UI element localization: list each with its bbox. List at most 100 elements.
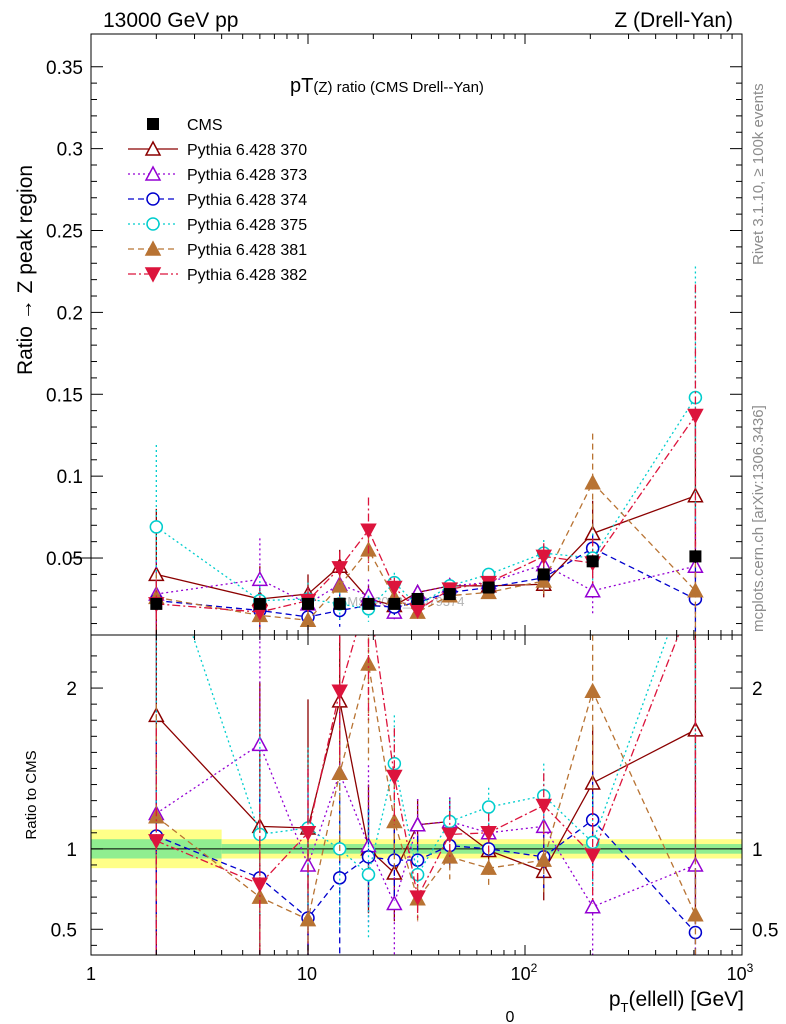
main-data-point bbox=[302, 597, 314, 610]
main-title-rest: (Z) ratio (CMS Drell--Yan) bbox=[313, 79, 484, 96]
header-right: Z (Drell-Yan) bbox=[614, 9, 733, 32]
main-mc2-point bbox=[251, 570, 269, 587]
legend-label: CMS bbox=[187, 117, 223, 134]
main-ytick-label: 0.2 bbox=[57, 303, 83, 324]
xlabel-p: p bbox=[609, 988, 621, 1011]
ratio-mc4-line bbox=[191, 635, 669, 877]
ratio-mc6-point bbox=[148, 834, 165, 850]
ratio-mc6-point bbox=[409, 890, 426, 906]
main-ytick-label: 0.35 bbox=[46, 58, 83, 79]
legend-marker bbox=[147, 118, 159, 130]
legend-label: Pythia 6.428 374 bbox=[187, 192, 307, 209]
main-data-point bbox=[362, 597, 375, 610]
xtick-label-100: 102 bbox=[511, 961, 538, 984]
ratio-ytick-label-right: 2 bbox=[752, 679, 763, 700]
legend-label: Pythia 6.428 381 bbox=[187, 242, 307, 259]
ratio-mc5-point bbox=[584, 682, 601, 699]
ratio-ytick-label-right: 0.5 bbox=[752, 920, 778, 941]
ratio-mc6-point bbox=[441, 827, 459, 843]
legend-entry: Pythia 6.428 370 bbox=[128, 140, 307, 159]
main-mc4-line bbox=[155, 397, 696, 610]
main-data-point bbox=[388, 597, 401, 610]
main-mc6-point bbox=[360, 523, 377, 539]
legend-marker bbox=[146, 192, 160, 206]
main-mc5-line bbox=[156, 481, 696, 621]
legend: CMS Pythia 6.428 370 Pythia 6.428 373 Pythi… bbox=[128, 117, 307, 284]
main-mc2-point bbox=[584, 582, 601, 598]
axes: 0.05 0.1 0.15 0.2 0.25 0.3 0.35 0.5 0.5 1 1 2 2 bbox=[46, 33, 778, 956]
mc-uncertainty-bands bbox=[91, 829, 742, 869]
main-panel-series bbox=[148, 266, 704, 635]
xlabel-rest: (ellell) [GeV] bbox=[628, 988, 744, 1011]
legend-marker bbox=[144, 165, 162, 181]
main-mc6-point bbox=[687, 408, 704, 425]
legend-label: Pythia 6.428 382 bbox=[187, 267, 307, 284]
legend-entry: Pythia 6.428 382 bbox=[128, 267, 307, 284]
main-ytick-label: 0.3 bbox=[57, 140, 83, 161]
main-title-pt: pT bbox=[290, 75, 313, 97]
main-mc6-point bbox=[331, 561, 348, 577]
ratio-mc6-series bbox=[148, 635, 697, 955]
ratio-mc2-point bbox=[251, 735, 269, 752]
legend-marker bbox=[144, 240, 162, 256]
legend-marker bbox=[146, 217, 160, 231]
ratio-frame bbox=[90, 634, 743, 956]
legend-marker bbox=[144, 140, 162, 156]
ratio-ytick-label-left: 0.5 bbox=[51, 920, 77, 941]
ratio-mc4-point bbox=[481, 800, 496, 814]
main-ytick-label: 0.05 bbox=[46, 549, 83, 570]
xlabel: pT(ellell) [GeV] bbox=[609, 988, 744, 1015]
legend-entry: Pythia 6.428 373 bbox=[128, 165, 307, 184]
ratio-mc5-series bbox=[148, 635, 704, 955]
main-data-point bbox=[586, 555, 599, 568]
ratio-mc5-point bbox=[331, 764, 348, 781]
main-title: pT(Z) ratio (CMS Drell--Yan) bbox=[290, 75, 484, 97]
xtick-label-1000: 103 bbox=[727, 961, 754, 984]
ratio-mc5-point bbox=[360, 655, 377, 671]
main-data-point bbox=[150, 597, 163, 610]
ratio-mc1-line bbox=[155, 700, 696, 875]
ratio-mc4-point bbox=[361, 867, 376, 882]
main-data-point bbox=[689, 550, 702, 563]
main-mc6-series bbox=[148, 284, 704, 629]
main-data-point bbox=[443, 588, 456, 601]
main-mc5-point bbox=[331, 577, 348, 593]
legend-label: Pythia 6.428 373 bbox=[187, 167, 307, 184]
ratio-ytick-label-left: 2 bbox=[66, 679, 77, 700]
main-ytick-label: 0.1 bbox=[57, 467, 83, 488]
legend-label: Pythia 6.428 370 bbox=[187, 142, 307, 159]
main-data-point bbox=[333, 597, 346, 610]
ratio-ytick-label-right: 1 bbox=[752, 840, 763, 861]
ratio-mc5-line bbox=[155, 663, 697, 921]
xlabel-extra-zero: 0 bbox=[506, 1009, 515, 1024]
xlabel-sub: T bbox=[621, 1000, 629, 1015]
main-data-series bbox=[150, 549, 702, 610]
ratio-mc2-series bbox=[148, 635, 704, 955]
ratio-mc1-series bbox=[148, 635, 704, 955]
main-data-point bbox=[537, 568, 550, 581]
main-mc5-point bbox=[535, 572, 552, 588]
ratio-mc3-line bbox=[156, 819, 696, 933]
ratio-mc5-point bbox=[299, 911, 317, 927]
ratio-mc5-point bbox=[480, 859, 497, 875]
ratio-mc6-line bbox=[156, 635, 680, 900]
ratio-mc6-point bbox=[299, 826, 317, 842]
mcplots-credit-text: mcplots.cern.ch [arXiv:1306.3436] bbox=[750, 405, 767, 632]
ratio-mc2-point bbox=[386, 894, 403, 911]
legend-entry: Pythia 6.428 375 bbox=[128, 217, 307, 234]
ratio-mc5-point bbox=[535, 851, 552, 867]
rivet-version-text: Rivet 3.1.10, ≥ 100k events bbox=[750, 83, 767, 265]
main-data-point bbox=[482, 581, 495, 594]
ratio-mc6-point bbox=[251, 877, 269, 893]
xtick-label-1: 1 bbox=[86, 964, 96, 984]
main-mc3-series bbox=[149, 523, 703, 632]
ratio-mc5-point bbox=[687, 906, 704, 922]
main-mc5-point bbox=[584, 474, 601, 490]
ratio-mc2-point bbox=[409, 816, 426, 832]
main-data-point bbox=[411, 592, 424, 605]
legend-entry: Pythia 6.428 374 bbox=[128, 192, 307, 209]
ratio-mc6-point bbox=[331, 684, 348, 700]
legend-marker bbox=[144, 267, 162, 283]
ratio-panel-series bbox=[148, 635, 704, 955]
ratio-mc4-series bbox=[155, 635, 697, 947]
